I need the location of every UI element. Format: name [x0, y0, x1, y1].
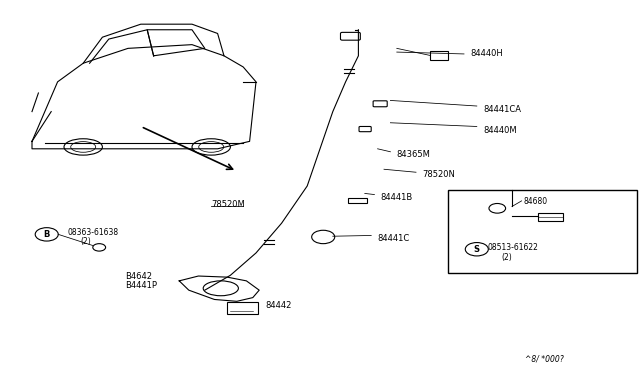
Text: 84441C: 84441C — [378, 234, 410, 243]
Text: B: B — [44, 230, 50, 239]
Text: S: S — [474, 245, 480, 254]
Bar — [448, 190, 637, 273]
Text: (2): (2) — [81, 237, 92, 246]
Text: 78520N: 78520N — [422, 170, 455, 179]
Bar — [538, 213, 563, 221]
Text: 08513-61622: 08513-61622 — [488, 243, 538, 252]
Text: B4642: B4642 — [125, 272, 152, 280]
Text: 84441CA: 84441CA — [483, 105, 521, 114]
Text: 84442: 84442 — [266, 301, 292, 310]
Text: B4441P: B4441P — [125, 281, 157, 290]
Bar — [348, 198, 367, 203]
Text: 08363-61638: 08363-61638 — [67, 228, 118, 237]
Text: 84365M: 84365M — [397, 150, 431, 159]
Text: 78520M: 78520M — [211, 200, 245, 209]
Text: 84440H: 84440H — [470, 49, 503, 58]
Text: 84441B: 84441B — [381, 193, 413, 202]
Bar — [227, 302, 258, 314]
Text: (2): (2) — [501, 253, 512, 262]
Text: 84440M: 84440M — [483, 126, 517, 135]
Text: ^8/ *000?: ^8/ *000? — [525, 355, 564, 363]
Bar — [430, 51, 448, 60]
Text: 84680: 84680 — [524, 197, 548, 206]
